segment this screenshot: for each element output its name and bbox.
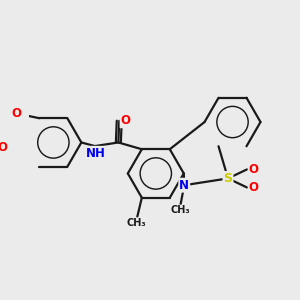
Text: N: N — [179, 179, 189, 192]
Text: O: O — [249, 181, 259, 194]
Text: O: O — [121, 114, 130, 127]
Text: O: O — [249, 163, 259, 176]
Text: CH₃: CH₃ — [171, 206, 190, 215]
Text: CH₃: CH₃ — [127, 218, 146, 228]
Text: NH: NH — [86, 147, 106, 160]
Text: O: O — [11, 107, 21, 120]
Text: S: S — [224, 172, 232, 185]
Text: O: O — [0, 141, 7, 154]
